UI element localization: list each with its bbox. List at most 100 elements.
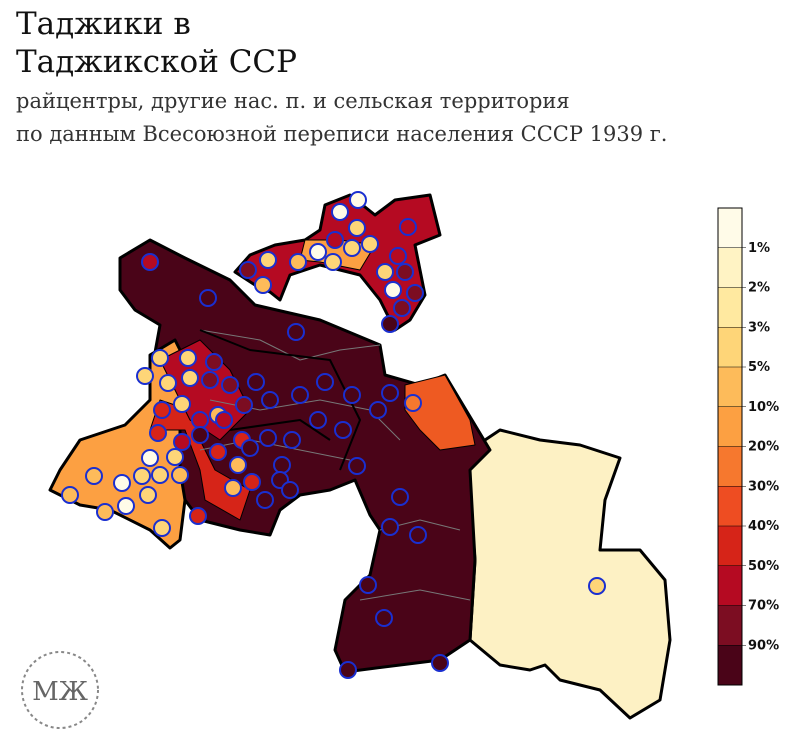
- legend-swatch: [718, 446, 742, 487]
- region: [404, 374, 476, 451]
- settlement: [381, 518, 399, 536]
- legend-label: 2%: [748, 281, 770, 296]
- settlement: [113, 474, 131, 492]
- settlement: [281, 481, 299, 499]
- logo-text: МЖ: [32, 677, 88, 707]
- legend-swatch: [718, 327, 742, 367]
- settlements: [61, 191, 606, 679]
- settlement: [381, 384, 399, 402]
- settlement: [179, 349, 197, 367]
- legend-label: 70%: [748, 599, 779, 614]
- settlement: [85, 467, 103, 485]
- settlement: [359, 576, 377, 594]
- settlement: [406, 284, 424, 302]
- settlement: [393, 299, 411, 317]
- title: Таджики в: [16, 6, 191, 42]
- settlement: [136, 367, 154, 385]
- settlement: [259, 251, 277, 269]
- settlement: [241, 439, 259, 457]
- settlement: [349, 191, 367, 209]
- settlement: [369, 401, 387, 419]
- settlement: [273, 456, 291, 474]
- legend-label: 30%: [748, 479, 779, 494]
- settlement: [151, 466, 169, 484]
- legend-swatch: [718, 645, 742, 685]
- settlement: [209, 443, 227, 461]
- subtitle: по данным Всесоюзной переписи населения …: [16, 122, 667, 146]
- settlement: [404, 394, 422, 412]
- settlement: [239, 261, 257, 279]
- settlement: [259, 429, 277, 447]
- settlement: [331, 203, 349, 221]
- settlement: [384, 281, 402, 299]
- settlement: [229, 456, 247, 474]
- border: [199, 329, 361, 471]
- legend-label: 50%: [748, 559, 779, 574]
- settlement: [153, 401, 171, 419]
- settlement: [309, 243, 327, 261]
- settlement: [61, 486, 79, 504]
- settlement: [343, 386, 361, 404]
- settlement: [173, 433, 191, 451]
- settlement: [431, 654, 449, 672]
- settlement: [375, 609, 393, 627]
- settlement: [201, 371, 219, 389]
- logo: МЖ: [21, 651, 99, 729]
- settlement: [324, 253, 342, 271]
- legend-label: 1%: [748, 241, 770, 256]
- settlement: [247, 373, 265, 391]
- settlement: [153, 519, 171, 537]
- settlement: [141, 253, 159, 271]
- legend-swatch: [718, 208, 742, 248]
- settlement: [221, 376, 239, 394]
- settlement: [399, 218, 417, 236]
- settlement: [261, 391, 279, 409]
- settlement: [117, 497, 135, 515]
- settlement: [291, 386, 309, 404]
- settlement: [141, 449, 159, 467]
- settlement: [256, 491, 274, 509]
- settlement: [191, 426, 209, 444]
- settlement: [343, 239, 361, 257]
- settlement: [339, 661, 357, 679]
- legend-swatch: [718, 287, 742, 328]
- settlement: [381, 315, 399, 333]
- legend-swatch: [718, 486, 742, 526]
- settlement: [348, 457, 366, 475]
- settlement: [316, 373, 334, 391]
- settlement: [287, 323, 305, 341]
- settlement: [191, 411, 209, 429]
- legend-swatch: [718, 247, 742, 288]
- legend-label: 20%: [748, 440, 779, 455]
- settlement: [159, 374, 177, 392]
- settlement: [151, 349, 169, 367]
- settlement: [166, 448, 184, 466]
- settlement: [215, 411, 233, 429]
- legend-swatch: [718, 526, 742, 566]
- settlement: [254, 276, 272, 294]
- legend-label: 5%: [748, 360, 770, 375]
- legend: 1% 2% 3% 5% 10% 20% 30% 40% 50% 70% 90%: [717, 207, 779, 686]
- title: Таджикской ССР: [16, 44, 297, 80]
- settlement: [205, 353, 223, 371]
- logo-ring: [21, 651, 99, 729]
- legend-swatch: [718, 367, 742, 407]
- settlement: [289, 253, 307, 271]
- legend-swatch: [718, 605, 742, 646]
- settlement: [283, 431, 301, 449]
- legend-label: 3%: [748, 320, 770, 335]
- settlement: [391, 488, 409, 506]
- settlement: [199, 289, 217, 307]
- settlement: [243, 473, 261, 491]
- settlement: [133, 467, 151, 485]
- settlement: [224, 479, 242, 497]
- settlement: [181, 369, 199, 387]
- settlement: [235, 396, 253, 414]
- settlement: [149, 424, 167, 442]
- settlement: [96, 503, 114, 521]
- settlement: [326, 231, 344, 249]
- settlement: [173, 395, 191, 413]
- settlement: [334, 421, 352, 439]
- settlement: [389, 247, 407, 265]
- legend-label: 90%: [748, 638, 779, 653]
